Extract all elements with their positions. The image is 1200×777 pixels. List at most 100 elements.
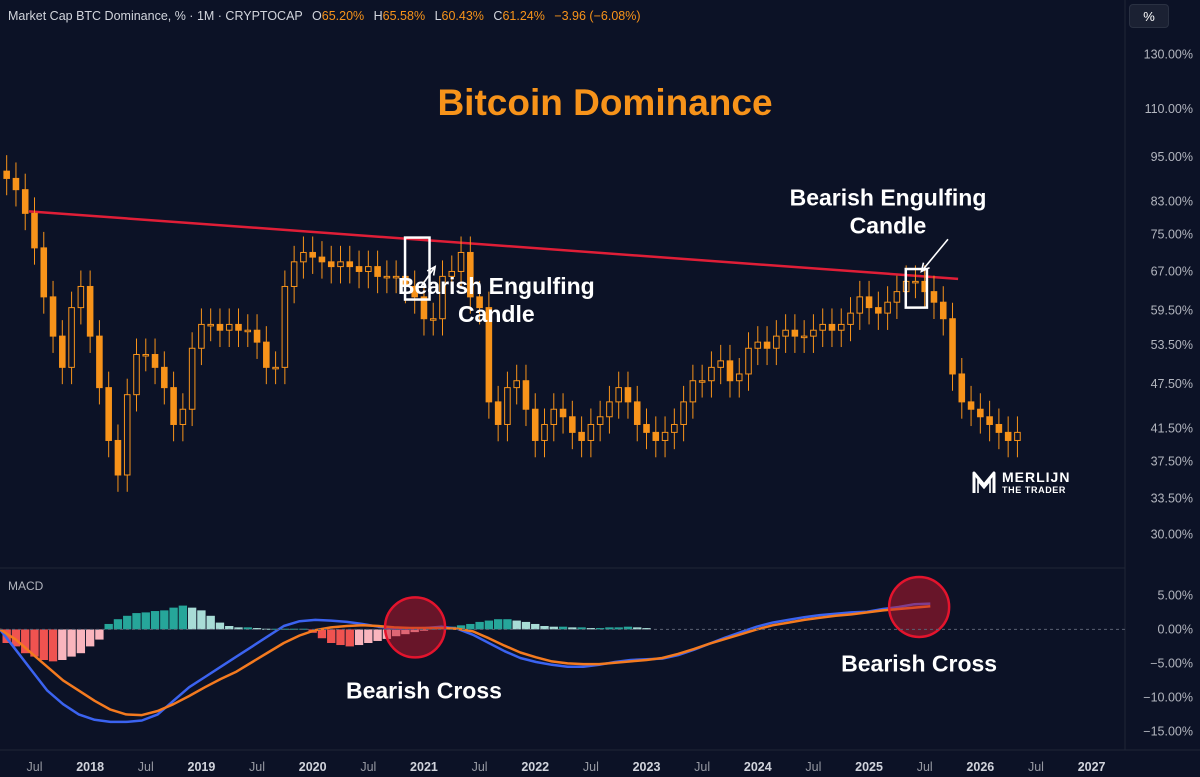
time-tick-label: Jul [138,760,154,774]
candle-body [216,323,224,331]
candle-body [541,423,548,441]
histogram-bar [132,613,141,630]
candle-body [912,280,919,284]
candle [448,255,456,294]
candle-body [105,387,112,441]
candle [207,308,214,342]
time-tick-label: 2027 [1078,760,1106,774]
candle-body [587,423,595,441]
time-tick-label: 2019 [188,760,216,774]
candle [847,297,854,342]
bearish-cross-circle [887,575,951,639]
annotation-box [403,236,431,301]
candle [198,308,205,366]
chart-title: Bitcoin Dominance [437,82,772,123]
macd-tick-label: 0.00% [1158,622,1193,636]
open-label: O [312,9,322,23]
candle-body [726,360,734,382]
histogram-bar [521,621,531,630]
histogram-bar [605,627,614,630]
histogram-bar [67,629,76,657]
candle [680,385,687,442]
candle [411,270,418,314]
percent-scale-button[interactable]: % [1129,4,1169,28]
candle-body [550,408,558,425]
histogram-bar [577,627,586,630]
time-tick-label: 2024 [744,760,772,774]
candle-body [49,296,57,337]
candle [977,393,984,434]
candle [773,320,780,366]
candle [161,351,168,405]
low-label: L [434,9,442,23]
candle-body [569,416,576,433]
histogram-bar [493,619,503,630]
high-value: 65.58% [382,9,426,23]
histogram-bar [354,629,364,646]
macd-histogram [2,605,651,662]
histogram-bar [614,627,623,630]
histogram-bar [503,619,512,630]
candle-body [31,212,38,249]
candle-body [800,335,808,339]
candle [726,344,734,398]
time-tick-label: Jul [917,760,933,774]
candle [133,338,140,412]
histogram-bar [633,627,642,630]
candle-body [1014,431,1021,441]
candle [346,245,354,284]
annotation-box [904,267,929,309]
candle-body [133,354,140,396]
candle-body [281,285,289,368]
candle [383,260,391,294]
histogram-bar [540,626,549,630]
candle-body [457,251,465,272]
candle [244,314,252,348]
candle [392,260,400,294]
candle-body [606,401,613,418]
histogram-bar [160,610,169,630]
candle-body [596,416,604,425]
candle [949,302,956,391]
candle-body [170,387,177,425]
macd-axis: 5.00% 0.00% −5.00% −10.00% −15.00% [0,588,1193,738]
candle-body [810,329,817,337]
candle-body [355,266,363,272]
candle [782,314,789,353]
price-tick-label: 37.50% [1151,455,1193,469]
candle [77,270,85,325]
candle-body [680,401,687,425]
histogram-bar [475,621,484,630]
candle-body [327,261,335,268]
candle-body [652,431,660,441]
candle-body [633,401,641,425]
time-tick-label: 2022 [521,760,549,774]
candle [59,320,66,385]
candle [365,250,372,289]
price-candles [3,155,1021,492]
bearish-cross-label: Bearish Cross [841,650,997,676]
candle-body [754,341,762,349]
candle-body [884,301,891,314]
histogram-bar [30,629,39,657]
candle [225,308,233,348]
candle [828,308,836,348]
annotation-arrow [420,266,436,287]
candle-body [420,296,428,320]
candle-body [346,261,354,268]
candle-body [671,423,678,433]
candle [578,416,585,458]
logo-line2: THE TRADER [1002,485,1066,495]
price-tick-label: 75.00% [1151,228,1193,242]
candle [671,408,678,450]
candle [958,357,966,419]
candle [689,364,697,419]
candle-body [365,266,372,272]
candle-body [207,323,214,327]
annotation-arrowhead [920,262,930,273]
candle-body [3,170,10,179]
candle [179,393,187,442]
candle-body [290,261,298,287]
price-tick-label: 83.00% [1151,194,1193,208]
